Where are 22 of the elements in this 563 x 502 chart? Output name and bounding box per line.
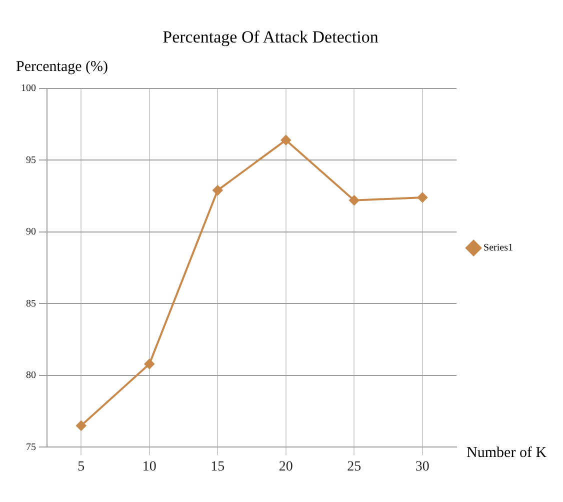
point bbox=[417, 192, 428, 202]
y-tick-label: 95 bbox=[26, 154, 36, 166]
x-tick-label: 5 bbox=[78, 459, 85, 474]
chart-title: Percentage Of Attack Detection bbox=[162, 28, 379, 47]
y-tick-label: 85 bbox=[26, 298, 36, 310]
legend-label: Series1 bbox=[484, 242, 514, 254]
y-tick-label: 90 bbox=[26, 226, 36, 238]
y-axis-title: Percentage (%) bbox=[16, 58, 108, 75]
point bbox=[212, 185, 223, 196]
y-tick-label: 75 bbox=[26, 442, 36, 453]
x-tick-label: 10 bbox=[142, 459, 156, 474]
x-tick-label: 15 bbox=[210, 459, 225, 474]
point bbox=[76, 420, 86, 431]
x-tick-label: 25 bbox=[347, 459, 362, 474]
point bbox=[349, 195, 360, 206]
x-tick-label: 30 bbox=[415, 459, 430, 474]
x-tick-label: 20 bbox=[278, 459, 293, 474]
x-axis-title: Number of K bbox=[466, 445, 547, 462]
y-tick-label: 80 bbox=[26, 370, 36, 382]
y-tick-label: 100 bbox=[21, 83, 36, 94]
point bbox=[144, 358, 154, 369]
point bbox=[280, 135, 291, 146]
